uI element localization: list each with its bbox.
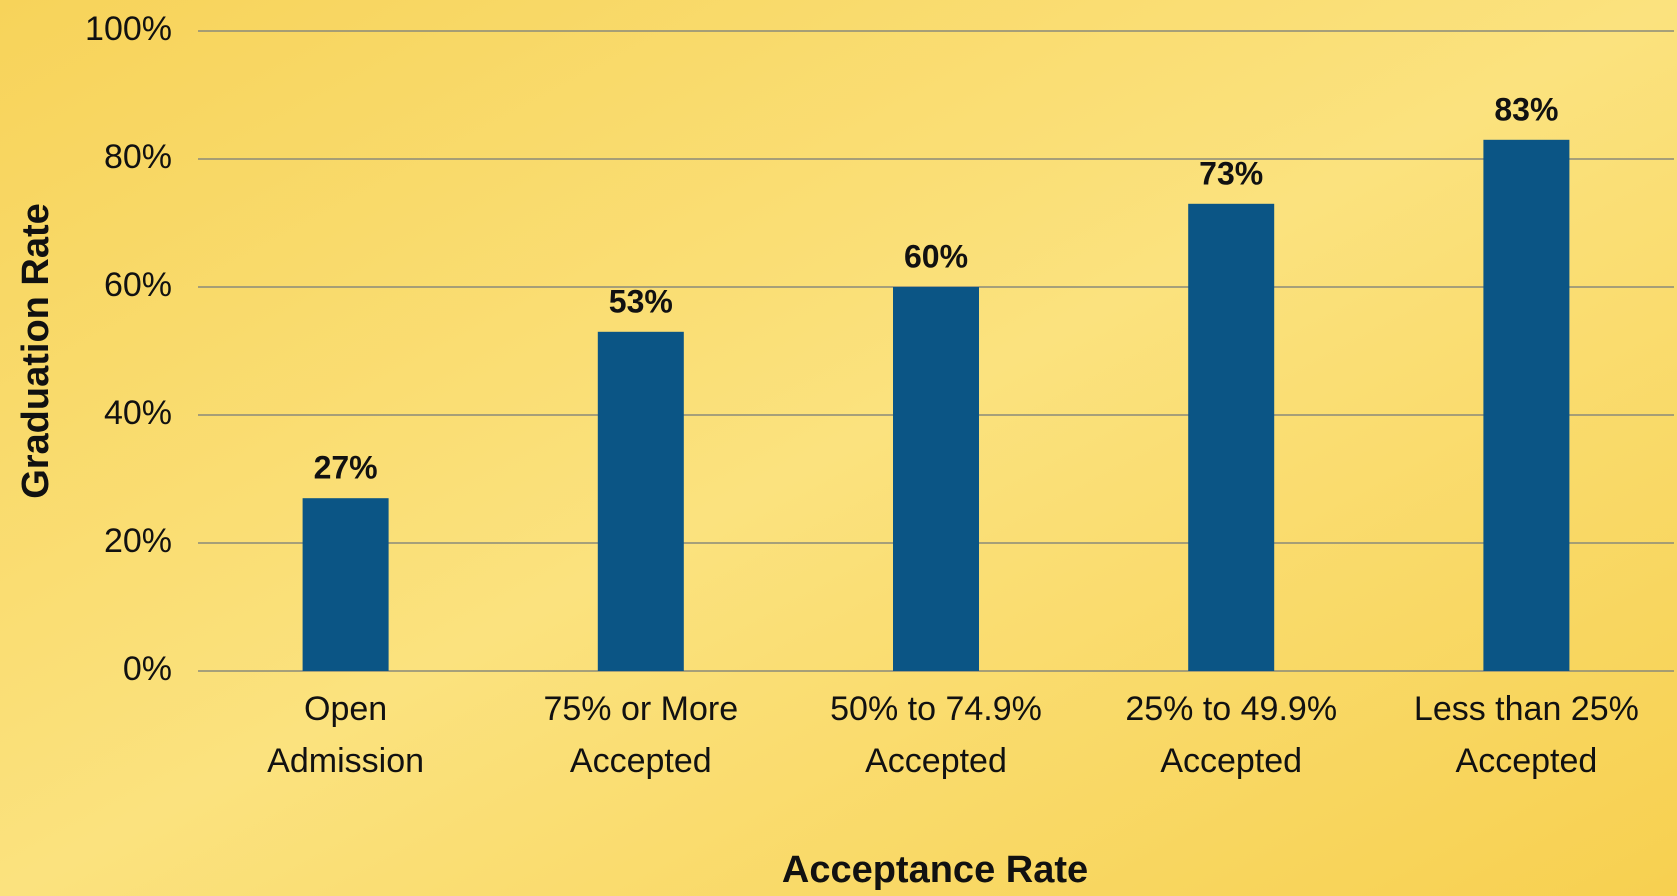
value-label: 27% <box>314 450 378 486</box>
y-tick-label: 80% <box>104 138 172 176</box>
y-axis-title: Graduation Rate <box>15 203 57 499</box>
value-label: 73% <box>1199 155 1263 191</box>
bar <box>1483 140 1569 671</box>
bar <box>598 332 684 671</box>
y-tick-label: 0% <box>123 650 172 688</box>
value-label: 53% <box>609 283 673 319</box>
background <box>0 0 1677 896</box>
y-tick-label: 20% <box>104 522 172 560</box>
bar <box>303 498 389 671</box>
y-tick-label: 40% <box>104 394 172 432</box>
bar <box>893 287 979 671</box>
y-tick-label: 100% <box>85 10 172 48</box>
value-label: 60% <box>904 238 968 274</box>
y-tick-label: 60% <box>104 266 172 304</box>
value-label: 83% <box>1494 91 1558 127</box>
bar <box>1188 204 1274 671</box>
chart: Graduation Rate Acceptance Rate 0% 20% 40%… <box>0 0 1677 896</box>
x-axis-title: Acceptance Rate <box>782 849 1088 891</box>
